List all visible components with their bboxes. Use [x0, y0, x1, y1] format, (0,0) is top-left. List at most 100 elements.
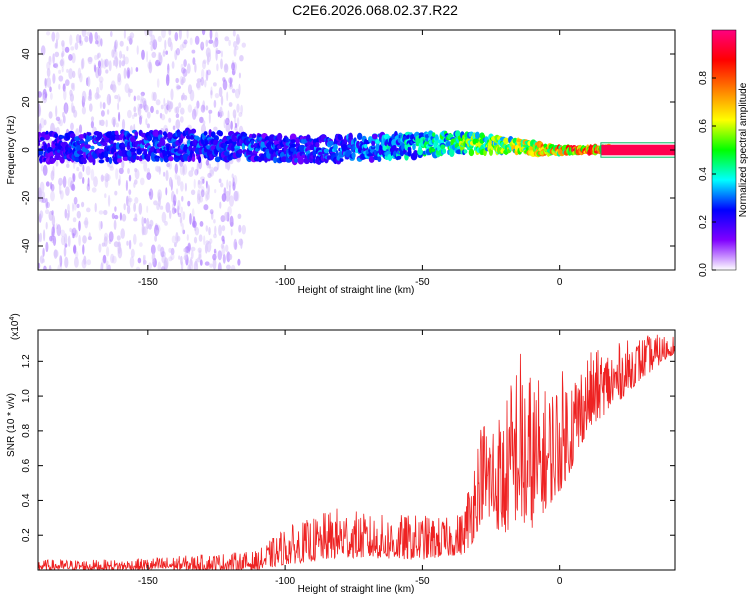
colorbar-tick-label: 0.4	[698, 167, 709, 181]
noise-cell	[55, 62, 59, 69]
noise-cell	[177, 212, 182, 218]
heat-cell	[289, 133, 297, 142]
noise-cell	[109, 165, 114, 171]
noise-cell	[237, 258, 241, 266]
noise-cell	[186, 234, 189, 241]
noise-cell	[193, 236, 198, 244]
noise-cell	[188, 170, 194, 178]
noise-cell	[104, 179, 109, 188]
heat-cell	[161, 139, 166, 147]
noise-cell	[183, 95, 188, 101]
noise-cell	[197, 179, 201, 185]
noise-cell	[105, 69, 109, 74]
noise-cell	[90, 116, 95, 122]
noise-cell	[58, 177, 63, 186]
noise-cell	[240, 104, 244, 115]
noise-cell	[75, 34, 80, 44]
noise-cell	[183, 163, 188, 175]
heat-cell	[203, 131, 208, 136]
noise-cell	[239, 55, 244, 62]
heat-cell	[251, 133, 257, 139]
noise-cell	[46, 31, 51, 36]
heat-cell	[108, 156, 113, 165]
noise-cell	[233, 190, 239, 202]
snr-y-ticks: 0.2 0.4 0.6 0.8 1.0 1.2	[21, 354, 675, 542]
noise-cell	[76, 166, 80, 172]
noise-cell	[128, 197, 133, 203]
noise-cell	[146, 217, 150, 230]
noise-cell	[180, 255, 183, 266]
noise-cell	[79, 72, 83, 83]
noise-cell	[72, 217, 77, 223]
noise-cell	[45, 181, 50, 187]
noise-cell	[68, 68, 73, 80]
heat-cell	[290, 139, 297, 144]
noise-cell	[87, 95, 92, 102]
noise-cell	[155, 99, 161, 106]
noise-cell	[214, 225, 217, 236]
noise-cell	[169, 210, 172, 220]
noise-cell	[81, 106, 86, 115]
noise-cell	[119, 40, 124, 47]
noise-cell	[128, 239, 132, 250]
noise-cell	[91, 187, 97, 193]
noise-cell	[73, 196, 78, 205]
noise-cell	[129, 125, 133, 133]
noise-cell	[183, 248, 187, 253]
heat-cell	[335, 150, 339, 157]
noise-cell	[231, 88, 236, 94]
heat-cell	[76, 150, 84, 155]
noise-cell	[168, 117, 172, 123]
heat-cell	[114, 130, 119, 135]
noise-cell	[160, 104, 164, 110]
noise-cell	[220, 95, 224, 106]
noise-cell	[174, 50, 178, 61]
noise-cell	[70, 82, 74, 90]
noise-cell	[175, 77, 179, 84]
x-tick-label: -150	[138, 576, 158, 587]
noise-cell	[140, 91, 145, 97]
noise-cell	[203, 204, 209, 211]
noise-cell	[107, 264, 111, 270]
spectrogram-panel: -150 -100 -50 0 40 20 0 -20 -40 Height of strai…	[6, 29, 676, 296]
heat-cell	[290, 143, 297, 148]
noise-cell	[118, 178, 121, 186]
noise-cell	[238, 112, 243, 117]
noise-cell	[238, 72, 241, 79]
spectrogram-x-ticks: -150 -100 -50 0	[138, 30, 563, 288]
colorbar-tick-label: 0.6	[698, 119, 709, 133]
noise-cell	[38, 91, 42, 98]
noise-cell	[233, 238, 238, 250]
noise-cell	[70, 180, 75, 191]
noise-cell	[209, 166, 215, 175]
colorbar-ticks: 0.0 0.2 0.4 0.6 0.8	[698, 71, 716, 277]
noise-cell	[119, 212, 122, 221]
noise-cell	[194, 35, 200, 45]
noise-cell	[90, 120, 94, 129]
noise-cell	[54, 51, 60, 58]
heat-cell	[368, 155, 375, 163]
noise-cell	[163, 257, 169, 270]
noise-cell	[134, 168, 138, 173]
noise-cell	[234, 122, 238, 129]
noise-cell	[114, 41, 117, 52]
noise-cell	[63, 89, 67, 101]
noise-cell	[103, 232, 109, 242]
heat-cell	[164, 133, 169, 138]
noise-cell	[226, 179, 229, 190]
noise-cell	[98, 243, 102, 253]
snr-x-ticks: -150 -100 -50 0	[138, 330, 563, 587]
noise-cell	[86, 31, 91, 37]
noise-cell	[45, 197, 48, 209]
noise-cell	[196, 193, 201, 205]
noise-cell	[159, 112, 163, 119]
noise-cell	[64, 256, 69, 269]
heat-cell	[273, 156, 278, 164]
y-tick-label: 20	[21, 96, 32, 108]
spectrogram-x-label: Height of straight line (km)	[298, 285, 415, 296]
noise-cell	[204, 79, 207, 88]
y-tick-label: 0.8	[21, 424, 32, 438]
y-tick-label: 0.4	[21, 493, 32, 507]
noise-cell	[88, 232, 91, 240]
x-tick-label: -100	[275, 576, 295, 587]
